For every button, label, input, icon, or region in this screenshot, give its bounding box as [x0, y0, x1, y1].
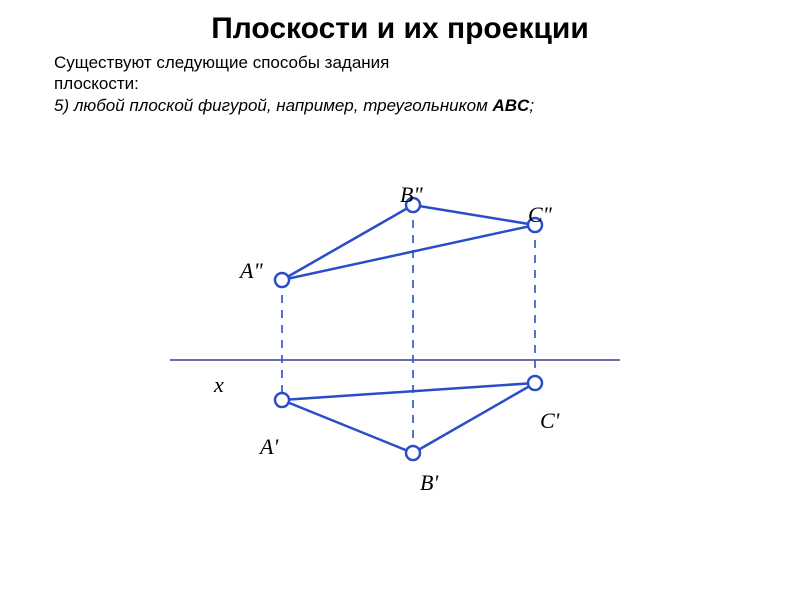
point-b1 [406, 446, 420, 460]
label-b1: B' [420, 470, 438, 496]
label-a2: A" [240, 258, 263, 284]
subtitle-line-3-abc: ABC [493, 96, 530, 115]
subtitle-block: Существуют следующие способы заданияплос… [54, 52, 534, 116]
diagram-svg [0, 150, 800, 550]
diagram: A" B" C" A' B' C' x [0, 150, 800, 550]
label-b2: B" [400, 182, 423, 208]
edge-a1b1 [282, 400, 413, 453]
point-a2 [275, 273, 289, 287]
subtitle-line-2: плоскости: [54, 73, 534, 94]
point-c1 [528, 376, 542, 390]
label-a1: A' [260, 434, 278, 460]
point-a1 [275, 393, 289, 407]
subtitle-line-3-prefix: 5) любой плоской фигурой, например, треу… [54, 96, 493, 115]
edge-c1a1 [282, 383, 535, 400]
edge-a2b2 [282, 205, 413, 280]
edge-b2c2 [413, 205, 535, 225]
page-title: Плоскости и их проекции [0, 0, 800, 46]
label-c1: C' [540, 408, 559, 434]
edge-c2a2 [282, 225, 535, 280]
edge-b1c1 [413, 383, 535, 453]
label-c2: C" [528, 202, 552, 228]
subtitle-line-1: Существуют следующие способы задания [54, 52, 534, 73]
subtitle-line-3-suffix: ; [529, 96, 534, 115]
subtitle-line-3: 5) любой плоской фигурой, например, треу… [54, 95, 534, 116]
label-x: x [214, 372, 224, 398]
